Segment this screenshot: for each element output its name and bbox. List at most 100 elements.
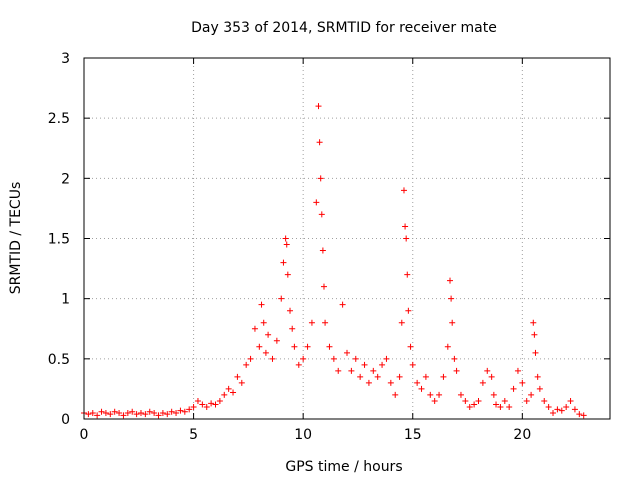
data-point bbox=[98, 408, 105, 415]
x-axis-label: GPS time / hours bbox=[285, 459, 402, 475]
data-point bbox=[576, 411, 583, 418]
data-point bbox=[519, 379, 526, 386]
data-point bbox=[431, 397, 438, 404]
data-point bbox=[243, 361, 250, 368]
data-point bbox=[447, 277, 454, 284]
data-point bbox=[89, 409, 96, 416]
data-point bbox=[398, 319, 405, 326]
data-point bbox=[287, 307, 294, 314]
data-point bbox=[357, 373, 364, 380]
data-point bbox=[383, 355, 390, 362]
data-point bbox=[278, 295, 285, 302]
data-point bbox=[528, 391, 535, 398]
data-point bbox=[177, 407, 184, 414]
data-point bbox=[194, 397, 201, 404]
data-point bbox=[403, 235, 410, 242]
data-point bbox=[370, 367, 377, 374]
data-point bbox=[563, 403, 570, 410]
data-point bbox=[116, 409, 123, 416]
data-point bbox=[284, 271, 291, 278]
data-point bbox=[315, 103, 322, 110]
data-point bbox=[300, 355, 307, 362]
data-point bbox=[409, 361, 416, 368]
data-point bbox=[146, 408, 153, 415]
data-point bbox=[142, 411, 149, 418]
data-point bbox=[501, 397, 508, 404]
y-tick-label: 2.5 bbox=[48, 111, 70, 127]
data-point bbox=[319, 247, 326, 254]
data-point bbox=[531, 331, 538, 338]
data-point bbox=[316, 139, 323, 146]
data-point bbox=[203, 403, 210, 410]
data-point bbox=[273, 337, 280, 344]
data-point bbox=[151, 409, 158, 416]
data-point bbox=[471, 401, 478, 408]
data-point bbox=[280, 259, 287, 266]
data-point bbox=[453, 367, 460, 374]
data-point bbox=[414, 379, 421, 386]
data-point bbox=[129, 408, 136, 415]
data-point bbox=[580, 412, 587, 419]
data-point bbox=[404, 271, 411, 278]
data-point bbox=[120, 412, 127, 419]
data-point bbox=[352, 355, 359, 362]
data-point bbox=[208, 400, 215, 407]
data-point bbox=[289, 325, 296, 332]
data-point bbox=[173, 409, 180, 416]
data-point bbox=[265, 331, 272, 338]
data-point bbox=[506, 403, 513, 410]
data-point bbox=[484, 367, 491, 374]
data-point bbox=[251, 325, 258, 332]
data-point bbox=[545, 403, 552, 410]
data-point bbox=[317, 175, 324, 182]
data-point bbox=[497, 403, 504, 410]
data-point bbox=[258, 301, 265, 308]
data-point bbox=[320, 283, 327, 290]
data-point bbox=[186, 406, 193, 413]
data-point bbox=[234, 373, 241, 380]
data-point bbox=[571, 406, 578, 413]
data-point bbox=[124, 409, 131, 416]
data-point bbox=[510, 385, 517, 392]
data-point bbox=[379, 361, 386, 368]
data-point bbox=[330, 355, 337, 362]
data-point bbox=[365, 379, 372, 386]
data-point bbox=[387, 379, 394, 386]
x-tick-label: 5 bbox=[189, 427, 198, 443]
data-point bbox=[475, 397, 482, 404]
data-point bbox=[159, 409, 166, 416]
data-point bbox=[291, 343, 298, 350]
data-point bbox=[541, 397, 548, 404]
data-point bbox=[85, 411, 92, 418]
data-point bbox=[462, 397, 469, 404]
data-point bbox=[348, 367, 355, 374]
data-point bbox=[514, 367, 521, 374]
plot-frame bbox=[83, 57, 611, 420]
data-point bbox=[295, 361, 302, 368]
data-point bbox=[567, 397, 574, 404]
data-point bbox=[550, 409, 557, 416]
data-point bbox=[102, 409, 109, 416]
data-point bbox=[133, 411, 140, 418]
data-point bbox=[440, 373, 447, 380]
y-tick-label: 0.5 bbox=[48, 352, 70, 368]
data-point bbox=[536, 385, 543, 392]
data-point bbox=[181, 408, 188, 415]
chart-title: Day 353 of 2014, SRMTID for receiver mat… bbox=[191, 20, 497, 36]
data-point bbox=[225, 385, 232, 392]
data-point bbox=[374, 373, 381, 380]
y-tick-labels: 0 0.5 1 1.5 2 2.5 3 bbox=[48, 51, 70, 428]
data-point bbox=[313, 199, 320, 206]
data-point bbox=[335, 367, 342, 374]
data-point bbox=[396, 373, 403, 380]
data-point bbox=[532, 349, 539, 356]
data-point bbox=[260, 319, 267, 326]
data-point bbox=[137, 409, 144, 416]
data-point bbox=[402, 223, 409, 230]
data-point bbox=[155, 412, 162, 419]
data-point bbox=[238, 379, 245, 386]
data-point bbox=[168, 408, 175, 415]
data-point bbox=[449, 319, 456, 326]
data-point bbox=[444, 343, 451, 350]
